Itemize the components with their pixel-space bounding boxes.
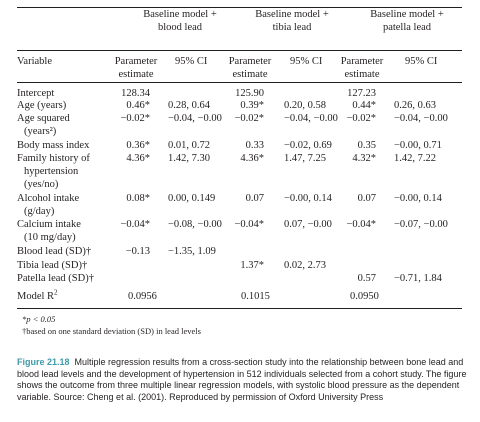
figure-caption: Figure 21.18 Multiple regression results… — [17, 357, 467, 403]
confidence-interval-cell: 0.02, 2.73 — [284, 260, 326, 271]
confidence-interval-cell: −0.00, 0.71 — [394, 140, 442, 151]
parameter-estimate-cell: 0.39* — [240, 100, 264, 111]
parameter-estimate-cell: 4.36* — [126, 153, 150, 164]
parameter-estimate-cell: 0.07 — [245, 193, 264, 204]
group2-header-line1: Baseline model + — [255, 9, 329, 20]
confidence-interval-cell: −0.04, −0.00 — [394, 113, 448, 124]
note-sd: †based on one standard deviation (SD) in… — [22, 326, 201, 336]
parameter-estimate-cell: 0.33 — [245, 140, 264, 151]
parameter-estimate-cell: 4.36* — [240, 153, 264, 164]
confidence-interval-cell: −0.07, −0.00 — [394, 219, 448, 230]
confidence-interval-cell: −1.35, 1.09 — [168, 246, 216, 257]
confidence-interval-cell: 0.00, 0.149 — [168, 193, 216, 204]
group1-header: Baseline model + blood lead — [130, 8, 230, 34]
param-header-3: Parameter estimate — [334, 55, 390, 81]
row-variable-label: Intercept — [17, 88, 55, 99]
group3-header-line1: Baseline model + — [370, 9, 444, 20]
model-r2-value-3: 0.0950 — [350, 291, 379, 302]
param-header-3-line1: Parameter — [340, 56, 384, 67]
parameter-estimate-cell: 0.35 — [357, 140, 376, 151]
confidence-interval-cell: −0.02, 0.69 — [284, 140, 332, 151]
ci-header-3: 95% CI — [405, 56, 438, 67]
confidence-interval-cell: 0.26, 0.63 — [394, 100, 436, 111]
param-header-2: Parameter estimate — [222, 55, 278, 81]
row-variable-label: (10 mg/day) — [24, 232, 76, 243]
parameter-estimate-cell: 125.90 — [235, 88, 264, 99]
row-variable-label: (g/day) — [24, 206, 55, 217]
param-header-1-line2: estimate — [118, 69, 154, 80]
confidence-interval-cell: 1.42, 7.30 — [168, 153, 210, 164]
parameter-estimate-cell: −0.04* — [120, 219, 150, 230]
parameter-estimate-cell: 0.46* — [126, 100, 150, 111]
row-variable-label: Tibia lead (SD)† — [17, 260, 88, 271]
row-variable-label: (years²) — [24, 126, 57, 137]
group2-header: Baseline model + tibia lead — [242, 8, 342, 34]
ci-header-1: 95% CI — [175, 56, 208, 67]
group3-header-line2: patella lead — [382, 22, 432, 33]
model-r2-value-1: 0.0956 — [128, 291, 157, 302]
subheader-rule — [17, 82, 462, 83]
model-r2-value-2: 0.1015 — [241, 291, 270, 302]
parameter-estimate-cell: 127.23 — [347, 88, 376, 99]
row-variable-label: Age (years) — [17, 100, 67, 111]
confidence-interval-cell: −0.00, 0.14 — [284, 193, 332, 204]
row-variable-label: Calcium intake — [17, 219, 81, 230]
confidence-interval-cell: −0.71, 1.84 — [394, 273, 442, 284]
figure-label: Figure 21.18 — [17, 357, 70, 367]
parameter-estimate-cell: −0.13 — [125, 246, 150, 257]
row-variable-label: hypertension — [24, 166, 79, 177]
figure-caption-text: Multiple regression results from a cross… — [17, 357, 467, 402]
parameter-estimate-cell: 0.07 — [357, 193, 376, 204]
confidence-interval-cell: −0.08, −0.00 — [168, 219, 222, 230]
ci-header-2: 95% CI — [290, 56, 323, 67]
parameter-estimate-cell: −0.02* — [120, 113, 150, 124]
parameter-estimate-cell: −0.02* — [234, 113, 264, 124]
confidence-interval-cell: −0.04, −0.00 — [168, 113, 222, 124]
header-rule — [17, 50, 462, 51]
group1-header-line2: blood lead — [157, 22, 203, 33]
confidence-interval-cell: 0.28, 0.64 — [168, 100, 210, 111]
confidence-interval-cell: 1.47, 7.25 — [284, 153, 326, 164]
note-significance-text: *p < 0.05 — [22, 314, 56, 324]
parameter-estimate-cell: 4.32* — [352, 153, 376, 164]
param-header-2-line2: estimate — [232, 69, 268, 80]
parameter-estimate-cell: −0.04* — [234, 219, 264, 230]
bottom-rule — [17, 308, 462, 309]
row-variable-label: Blood lead (SD)† — [17, 246, 92, 257]
confidence-interval-cell: −0.00, 0.14 — [394, 193, 442, 204]
param-header-3-line2: estimate — [344, 69, 380, 80]
top-rule — [17, 7, 462, 8]
param-header-1-line1: Parameter — [114, 56, 158, 67]
model-r2-label: Model R2 — [17, 288, 58, 302]
parameter-estimate-cell: 0.08* — [126, 193, 150, 204]
row-variable-label: Age squared — [17, 113, 70, 124]
param-header-2-line1: Parameter — [228, 56, 272, 67]
variable-header: Variable — [17, 56, 52, 67]
group1-header-line1: Baseline model + — [143, 9, 217, 20]
row-variable-label: Family history of — [17, 153, 90, 164]
parameter-estimate-cell: −0.02* — [346, 113, 376, 124]
group2-header-line2: tibia lead — [272, 22, 312, 33]
row-variable-label: Alcohol intake — [17, 193, 80, 204]
parameter-estimate-cell: 0.57 — [357, 273, 376, 284]
parameter-estimate-cell: 0.36* — [126, 140, 150, 151]
group3-header: Baseline model + patella lead — [352, 8, 462, 34]
row-variable-label: (yes/no) — [24, 179, 59, 190]
row-variable-label: Patella lead (SD)† — [17, 273, 94, 284]
parameter-estimate-cell: 128.34 — [121, 88, 150, 99]
confidence-interval-cell: 0.01, 0.72 — [168, 140, 210, 151]
note-significance: *p < 0.05 — [22, 314, 55, 325]
parameter-estimate-cell: 1.37* — [240, 260, 264, 271]
confidence-interval-cell: −0.04, −0.00 — [284, 113, 338, 124]
row-variable-label: Body mass index — [17, 140, 90, 151]
confidence-interval-cell: 0.07, −0.00 — [284, 219, 332, 230]
confidence-interval-cell: 1.42, 7.22 — [394, 153, 436, 164]
param-header-1: Parameter estimate — [108, 55, 164, 81]
confidence-interval-cell: 0.20, 0.58 — [284, 100, 326, 111]
parameter-estimate-cell: −0.04* — [346, 219, 376, 230]
parameter-estimate-cell: 0.44* — [352, 100, 376, 111]
